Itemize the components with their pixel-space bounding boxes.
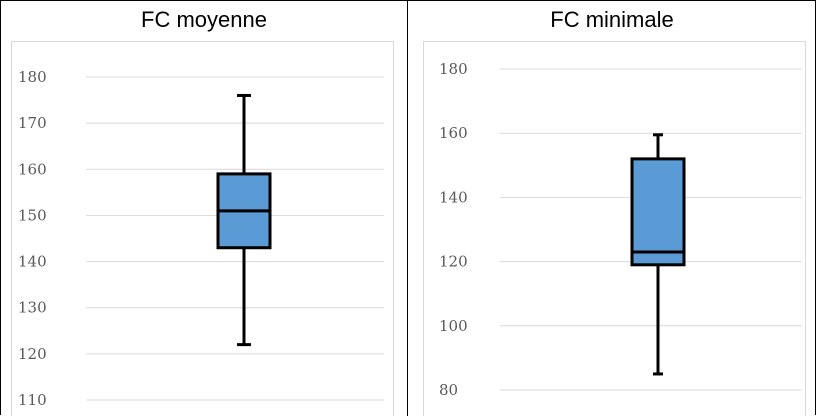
y-tick-label-1-180: 180	[439, 60, 468, 78]
y-tick-label-0-150: 150	[18, 206, 47, 224]
y-tick-label-0-130: 130	[18, 299, 47, 317]
y-tick-label-0-140: 140	[18, 253, 47, 271]
y-tick-label-0-170: 170	[18, 114, 47, 132]
panel-divider	[407, 0, 408, 416]
y-tick-label-1-140: 140	[439, 188, 468, 206]
box-iqr-1	[630, 157, 686, 267]
y-tick-label-0-120: 120	[18, 345, 47, 363]
chart-title-fc-moyenne: FC moyenne	[141, 7, 267, 32]
y-tick-label-1-120: 120	[439, 253, 468, 271]
plot-area-fc-minimale	[423, 41, 806, 416]
y-tick-label-0-160: 160	[18, 160, 47, 178]
y-tick-label-0-180: 180	[18, 68, 47, 86]
chart-title-fc-minimale: FC minimale	[550, 7, 674, 32]
y-tick-label-1-100: 100	[439, 317, 468, 335]
y-tick-label-0-110: 110	[18, 391, 47, 409]
y-tick-label-1-80: 80	[439, 381, 458, 399]
y-tick-label-1-160: 160	[439, 124, 468, 142]
